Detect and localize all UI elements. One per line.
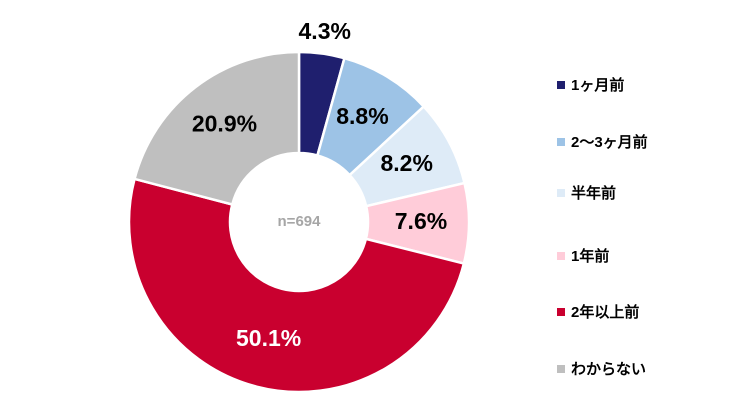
data-label: 4.3% bbox=[299, 18, 351, 44]
legend-label: 2〜3ヶ月前 bbox=[571, 133, 648, 151]
legend-label: わからない bbox=[571, 361, 646, 378]
legend-swatch bbox=[557, 365, 565, 373]
data-label: 8.2% bbox=[380, 150, 432, 176]
data-label: 8.8% bbox=[336, 103, 388, 129]
legend-label: 1年前 bbox=[571, 247, 609, 265]
legend-label: 半年前 bbox=[571, 184, 616, 202]
data-label: 7.6% bbox=[395, 208, 447, 234]
legend-swatch bbox=[557, 81, 565, 89]
legend-swatch bbox=[557, 189, 565, 197]
center-label: n=694 bbox=[278, 213, 322, 230]
legend-swatch bbox=[557, 308, 565, 316]
data-label: 50.1% bbox=[236, 325, 301, 351]
slice bbox=[127, 177, 466, 394]
legend-label: 1ヶ月前 bbox=[571, 76, 624, 94]
data-label: 20.9% bbox=[192, 110, 257, 136]
legend-swatch bbox=[557, 138, 565, 146]
legend-label: 2年以上前 bbox=[571, 303, 639, 321]
legend-swatch bbox=[557, 252, 565, 260]
slice bbox=[133, 50, 301, 207]
